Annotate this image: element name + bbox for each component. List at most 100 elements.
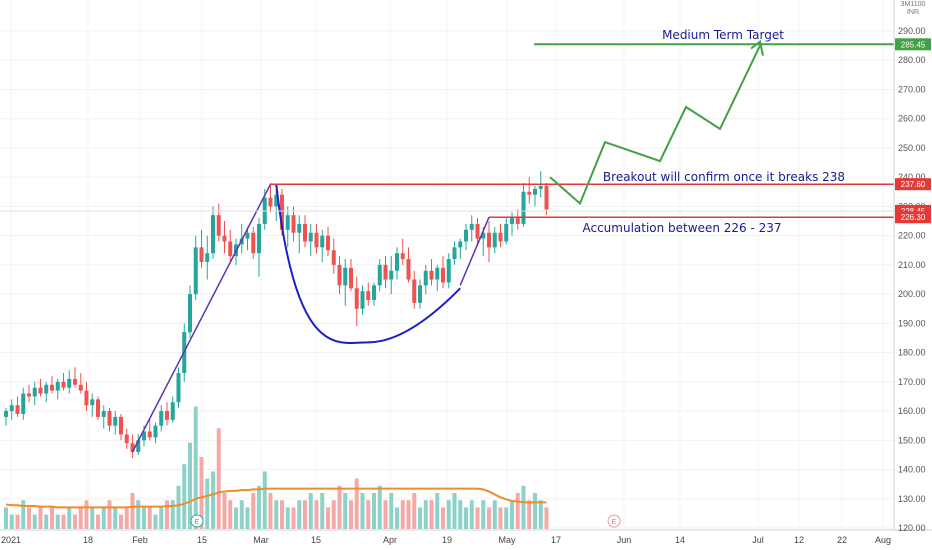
candle-body — [366, 291, 371, 300]
volume-bar — [331, 500, 336, 529]
x-tick-label: 15 — [311, 535, 321, 545]
candle-body — [142, 431, 146, 441]
volume-bar — [113, 507, 118, 529]
candle-body — [176, 373, 181, 403]
volume-bar — [435, 493, 440, 529]
volume-bar — [446, 500, 451, 529]
volume-bar — [533, 493, 537, 529]
candle-body — [498, 232, 503, 242]
x-tick-label: Jul — [752, 535, 764, 545]
volume-bar — [147, 507, 152, 529]
candle-body — [326, 235, 330, 251]
candle-body — [504, 223, 509, 242]
candle-body — [159, 411, 164, 426]
candle-body — [308, 232, 313, 242]
y-tick-label: 270.00 — [898, 84, 926, 94]
volume-bar — [343, 493, 348, 529]
x-tick-label: Aug — [875, 535, 891, 545]
volume-bar — [96, 514, 100, 529]
volume-bar — [61, 514, 66, 529]
candle-body — [429, 270, 434, 280]
candle-body — [441, 267, 445, 283]
candle-body — [67, 378, 72, 388]
volume-bar — [521, 485, 526, 529]
volume-bar — [308, 493, 313, 529]
x-tick-label: Mar — [253, 535, 269, 545]
volume-bar — [280, 500, 284, 529]
candle-body — [538, 185, 543, 189]
projection-path — [549, 45, 761, 206]
earnings-marker-history[interactable]: E — [190, 514, 204, 528]
volume-bar — [188, 442, 192, 529]
y-tick-label: 210.00 — [898, 260, 926, 270]
candle-body — [354, 288, 359, 309]
candle-body — [228, 241, 233, 257]
earnings-marker[interactable]: E — [607, 514, 621, 528]
candle-body — [521, 191, 526, 224]
drawings — [0, 39, 894, 453]
rally-trendline — [131, 183, 272, 453]
volume-bar — [297, 500, 302, 529]
x-tick-label: Jun — [617, 535, 632, 545]
volume-bar — [320, 493, 325, 529]
volume-bar — [354, 478, 359, 529]
price-tag — [895, 211, 931, 224]
candle-body — [9, 405, 14, 412]
currency-label-line1: 3M1100 — [901, 1, 926, 8]
volume-bar — [50, 507, 54, 529]
x-tick-label: 22 — [837, 535, 847, 545]
volume-bar — [429, 500, 434, 529]
candle-body — [27, 393, 31, 397]
earnings-marker-label: E — [612, 519, 617, 526]
candle-body — [113, 416, 118, 426]
candlesticks — [4, 171, 549, 458]
y-tick-label: 290.00 — [898, 26, 926, 36]
candle-body — [337, 264, 342, 286]
candle-body — [216, 215, 221, 236]
candle-body — [38, 387, 43, 394]
x-tick-label: Apr — [383, 535, 397, 545]
x-tick-label: 18 — [83, 535, 93, 545]
candle-body — [21, 393, 26, 414]
y-tick-label: 170.00 — [898, 377, 926, 387]
candle-body — [124, 434, 129, 444]
y-tick-label: 130.00 — [898, 494, 926, 504]
volume-bar — [124, 507, 129, 529]
candle-body — [251, 232, 256, 254]
x-tick-label: 2021 — [1, 535, 21, 545]
y-tick-label: 140.00 — [898, 465, 926, 475]
volume-bar — [78, 507, 83, 529]
volume-bar — [314, 500, 319, 529]
volume-bar — [383, 500, 388, 529]
candle-body — [469, 223, 474, 230]
volume-bar — [44, 514, 49, 529]
candle-body — [136, 440, 141, 452]
volume-bar — [418, 507, 422, 529]
candle-body — [320, 235, 325, 248]
volume-bar — [73, 514, 77, 529]
candle-body — [205, 253, 210, 262]
y-tick-label: 160.00 — [898, 406, 926, 416]
candle-body — [274, 194, 279, 207]
candle-body — [73, 378, 77, 385]
volume-bar — [464, 507, 468, 529]
annotations: Medium Term Target Breakout will confirm… — [190, 28, 845, 528]
x-tick-label: 14 — [675, 535, 685, 545]
candle-body — [211, 215, 215, 254]
volume-bar — [216, 428, 221, 529]
volume-bar — [337, 485, 342, 529]
volume-bar — [153, 514, 158, 529]
volume-bar — [285, 507, 290, 529]
price-tag — [895, 38, 931, 51]
candle-body — [389, 270, 394, 280]
earnings-marker-history-circle — [190, 514, 204, 528]
volume-bar — [245, 507, 250, 529]
candle-body — [119, 416, 123, 435]
candle-body — [84, 390, 89, 406]
candle-body — [257, 223, 261, 254]
volume-bar — [176, 485, 181, 529]
earnings-marker-circle — [607, 514, 621, 528]
candle-body — [464, 229, 468, 242]
